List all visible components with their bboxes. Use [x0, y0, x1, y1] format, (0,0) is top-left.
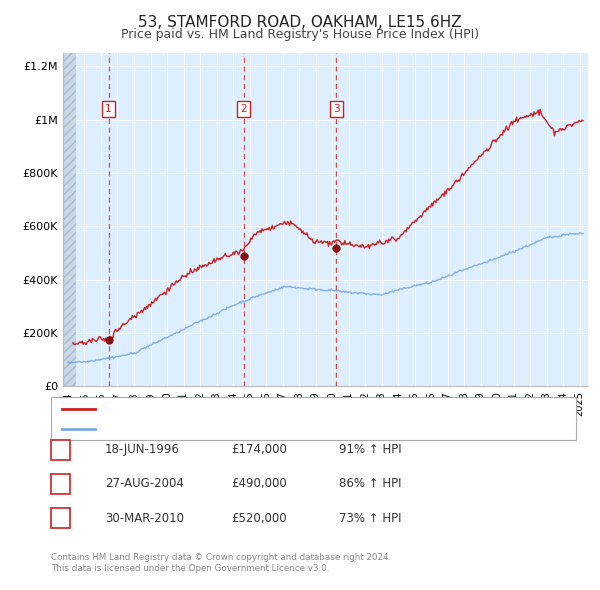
Text: Price paid vs. HM Land Registry's House Price Index (HPI): Price paid vs. HM Land Registry's House … — [121, 28, 479, 41]
Text: 91% ↑ HPI: 91% ↑ HPI — [339, 443, 401, 456]
Text: 3: 3 — [333, 104, 340, 114]
Text: This data is licensed under the Open Government Licence v3.0.: This data is licensed under the Open Gov… — [51, 565, 329, 573]
Text: £520,000: £520,000 — [231, 512, 287, 525]
Text: 18-JUN-1996: 18-JUN-1996 — [105, 443, 180, 456]
Text: 1: 1 — [105, 104, 112, 114]
Text: HPI: Average price, detached house, Rutland: HPI: Average price, detached house, Rutl… — [101, 424, 345, 434]
Text: 53, STAMFORD ROAD, OAKHAM, LE15 6HZ: 53, STAMFORD ROAD, OAKHAM, LE15 6HZ — [138, 15, 462, 30]
Text: 1: 1 — [57, 443, 64, 456]
Text: 2: 2 — [57, 477, 64, 490]
Text: Contains HM Land Registry data © Crown copyright and database right 2024.: Contains HM Land Registry data © Crown c… — [51, 553, 391, 562]
Text: £174,000: £174,000 — [231, 443, 287, 456]
Text: 3: 3 — [57, 512, 64, 525]
Text: £490,000: £490,000 — [231, 477, 287, 490]
Text: 86% ↑ HPI: 86% ↑ HPI — [339, 477, 401, 490]
Text: 53, STAMFORD ROAD, OAKHAM, LE15 6HZ (detached house): 53, STAMFORD ROAD, OAKHAM, LE15 6HZ (det… — [101, 404, 432, 414]
Text: 73% ↑ HPI: 73% ↑ HPI — [339, 512, 401, 525]
Text: 30-MAR-2010: 30-MAR-2010 — [105, 512, 184, 525]
Text: 27-AUG-2004: 27-AUG-2004 — [105, 477, 184, 490]
Text: 2: 2 — [241, 104, 247, 114]
